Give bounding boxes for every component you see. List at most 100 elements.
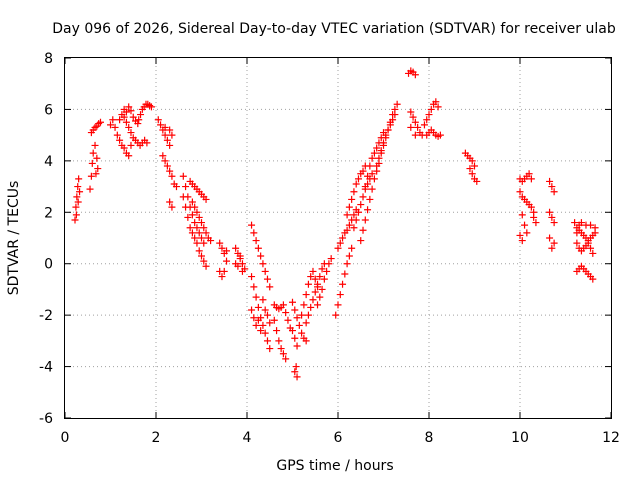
data-point bbox=[168, 131, 176, 139]
data-point bbox=[111, 123, 119, 131]
data-point bbox=[193, 239, 201, 247]
data-point bbox=[284, 316, 292, 324]
data-point bbox=[407, 123, 415, 131]
data-point bbox=[120, 144, 128, 152]
data-point bbox=[254, 244, 262, 252]
data-point bbox=[425, 111, 433, 119]
data-point bbox=[161, 131, 169, 139]
x-tick-labels: 0 2 4 6 8 10 12 bbox=[61, 430, 620, 446]
x-axis-label: GPS time / hours bbox=[276, 458, 393, 474]
data-point bbox=[359, 226, 367, 234]
y-tick-label: 4 bbox=[44, 154, 53, 170]
data-point bbox=[122, 108, 130, 116]
data-point bbox=[334, 301, 342, 309]
data-point bbox=[261, 267, 269, 275]
data-point bbox=[293, 373, 301, 381]
data-point bbox=[468, 157, 476, 165]
data-point bbox=[273, 327, 281, 335]
data-point bbox=[345, 203, 353, 211]
data-point bbox=[311, 288, 319, 296]
data-point bbox=[298, 311, 306, 319]
data-point bbox=[72, 211, 80, 219]
data-point bbox=[250, 314, 258, 322]
data-point bbox=[354, 175, 362, 183]
chart-title: Day 096 of 2026, Sidereal Day-to-day VTE… bbox=[52, 21, 616, 37]
data-point bbox=[316, 293, 324, 301]
data-point bbox=[341, 270, 349, 278]
y-tick-label: 2 bbox=[44, 205, 53, 221]
data-point bbox=[518, 237, 526, 245]
data-point bbox=[361, 183, 369, 191]
y-tick-label: -4 bbox=[39, 360, 53, 376]
data-point bbox=[266, 283, 274, 291]
data-point bbox=[289, 298, 296, 306]
data-point bbox=[282, 309, 290, 317]
data-point bbox=[161, 123, 169, 131]
x-tick-label: 6 bbox=[334, 430, 343, 446]
x-tick-label: 8 bbox=[425, 430, 434, 446]
data-point bbox=[250, 283, 258, 291]
data-point bbox=[309, 296, 317, 304]
data-point bbox=[368, 154, 376, 162]
data-point bbox=[127, 141, 135, 149]
data-point bbox=[252, 237, 260, 245]
data-point bbox=[352, 216, 360, 224]
data-point bbox=[223, 257, 231, 265]
data-point bbox=[345, 221, 353, 229]
data-point bbox=[587, 221, 595, 229]
data-point bbox=[143, 139, 151, 147]
data-point bbox=[546, 234, 554, 242]
data-point bbox=[350, 211, 358, 219]
data-point bbox=[527, 175, 535, 183]
data-point bbox=[348, 244, 356, 252]
data-point bbox=[302, 291, 310, 299]
data-point bbox=[218, 244, 226, 252]
data-point bbox=[293, 314, 301, 322]
data-point bbox=[257, 252, 265, 260]
data-point bbox=[295, 321, 303, 329]
data-point bbox=[386, 118, 394, 126]
data-point bbox=[316, 273, 324, 281]
data-point bbox=[311, 275, 319, 283]
data-point bbox=[135, 116, 143, 124]
y-tick-label: 8 bbox=[44, 51, 53, 67]
data-point bbox=[550, 219, 558, 227]
data-point bbox=[168, 172, 176, 180]
data-point bbox=[154, 116, 162, 124]
data-point bbox=[380, 141, 387, 149]
data-point bbox=[373, 162, 381, 170]
data-point bbox=[393, 100, 401, 108]
data-point bbox=[548, 244, 556, 252]
data-point bbox=[96, 118, 104, 126]
data-point bbox=[86, 185, 94, 193]
data-point bbox=[163, 162, 171, 170]
data-point bbox=[361, 216, 369, 224]
data-point bbox=[307, 273, 315, 281]
data-point bbox=[364, 172, 372, 180]
data-point bbox=[532, 219, 540, 227]
data-point bbox=[75, 175, 83, 183]
data-point bbox=[584, 239, 592, 247]
data-point bbox=[202, 262, 210, 270]
data-point bbox=[409, 113, 417, 121]
y-tick-label: 6 bbox=[44, 102, 53, 118]
data-point bbox=[293, 342, 301, 350]
data-point bbox=[368, 185, 376, 193]
data-point bbox=[359, 167, 367, 175]
data-point bbox=[116, 136, 124, 144]
data-point bbox=[168, 203, 176, 211]
data-point bbox=[411, 118, 419, 126]
data-point bbox=[73, 193, 81, 201]
data-point bbox=[257, 327, 265, 335]
data-point bbox=[516, 231, 524, 239]
data-point bbox=[200, 224, 208, 232]
data-point bbox=[300, 301, 308, 309]
data-point bbox=[546, 177, 554, 185]
data-point bbox=[263, 275, 271, 283]
data-point bbox=[216, 239, 224, 247]
data-point bbox=[195, 213, 203, 221]
data-point bbox=[261, 329, 269, 337]
data-point bbox=[125, 152, 133, 160]
data-point bbox=[147, 103, 155, 111]
data-point bbox=[282, 355, 290, 363]
